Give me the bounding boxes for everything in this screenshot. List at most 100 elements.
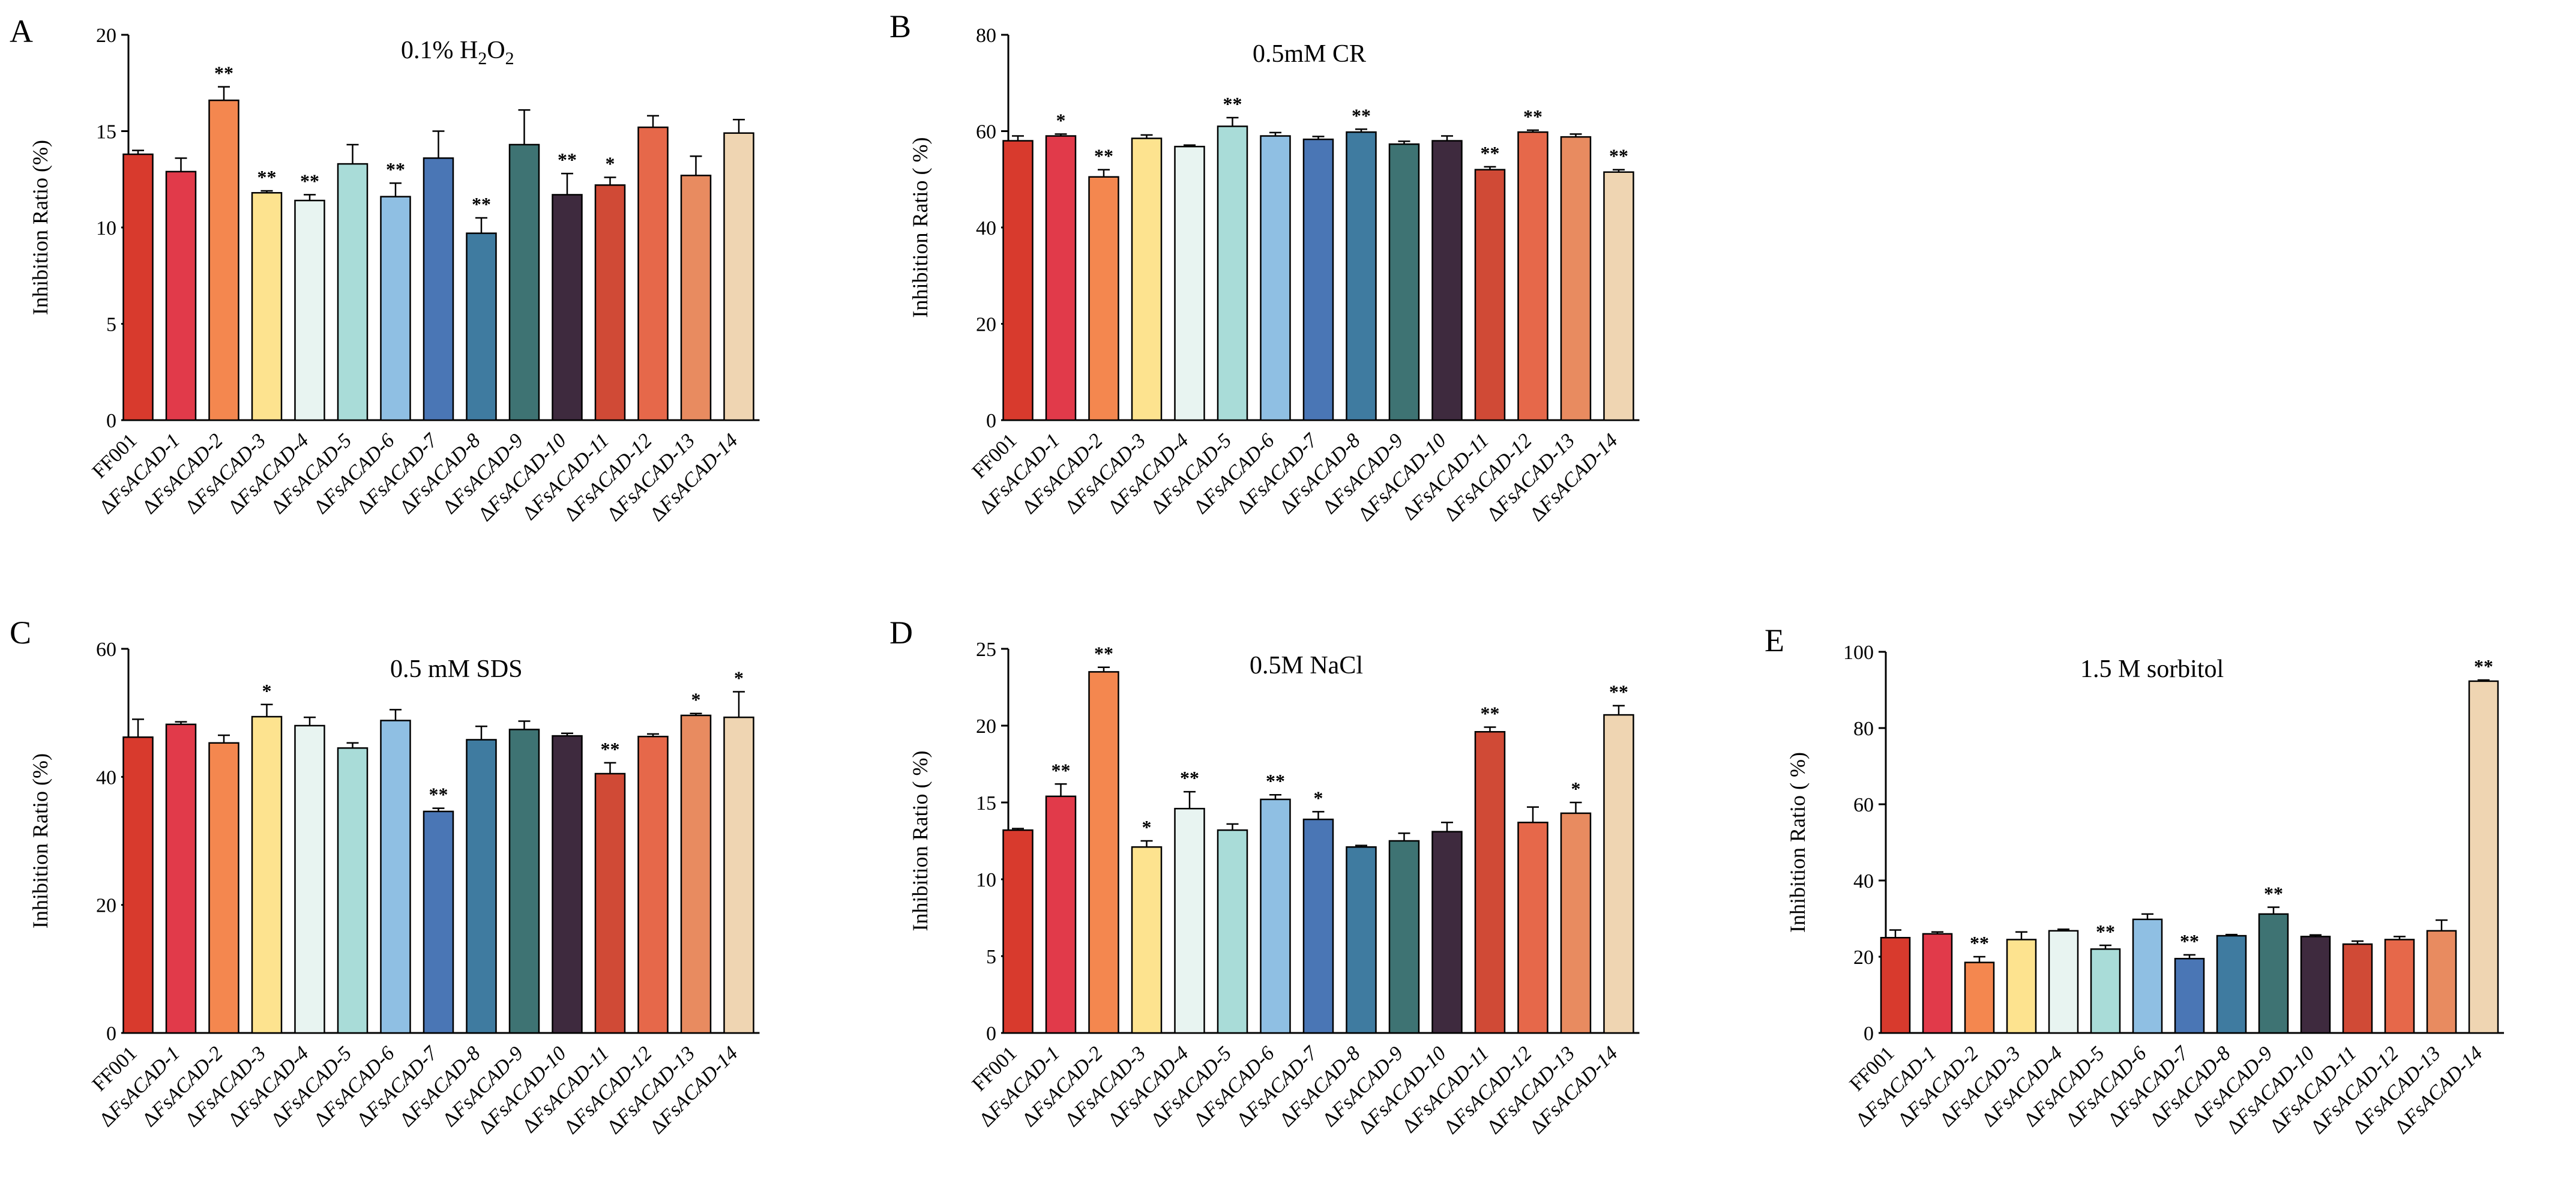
- significance-marker: *: [691, 689, 701, 711]
- panel-title-c: 0.5 mM SDS: [390, 655, 523, 683]
- bar-acad-3: [1131, 846, 1163, 1034]
- panel-title-d: 0.5M NaCl: [1250, 652, 1363, 679]
- bar-acad-13: [1560, 812, 1592, 1034]
- bar-acad-12: [1517, 131, 1548, 421]
- significance-marker: **: [2264, 882, 2283, 904]
- significance-marker: **: [257, 166, 277, 188]
- bar-acad-7: [423, 157, 454, 421]
- y-tick-label: 60: [976, 121, 996, 143]
- bar-acad-12: [637, 126, 669, 421]
- bar-acad-9: [508, 729, 540, 1034]
- bar-acad-7: [2174, 957, 2205, 1034]
- bar-acad-2: [1088, 176, 1119, 421]
- bar-acad-2: [1964, 962, 1995, 1034]
- significance-marker: **: [1609, 681, 1628, 703]
- significance-marker: **: [1223, 93, 1242, 115]
- bar-acad-4: [294, 199, 325, 421]
- y-tick-label: 40: [976, 217, 996, 239]
- bar-acad-3: [1131, 137, 1163, 421]
- significance-marker: **: [1481, 142, 1500, 164]
- bar-acad-9: [508, 143, 540, 421]
- y-axis-title: Inhibition Ratio ( %): [1786, 752, 1810, 933]
- y-tick-label: 60: [1853, 794, 1874, 816]
- y-axis-title: Inhibition Ratio ( %): [908, 137, 932, 318]
- y-tick-label: 20: [976, 715, 996, 738]
- bar-acad-1: [1045, 135, 1077, 421]
- bar-acad-9: [1388, 840, 1420, 1034]
- bar-acad-10: [552, 194, 583, 421]
- title-a-sub1: 2: [478, 49, 487, 68]
- significance-marker: *: [262, 680, 272, 702]
- significance-marker: **: [472, 193, 491, 215]
- bar-acad-1: [1922, 933, 1953, 1034]
- significance-marker: **: [1523, 106, 1542, 127]
- bar-acad-3: [2006, 939, 2037, 1034]
- bar-acad-8: [466, 232, 497, 421]
- significance-marker: **: [2180, 930, 2199, 952]
- y-tick-label: 15: [96, 121, 116, 143]
- y-tick-label: 80: [1853, 718, 1874, 740]
- y-axis-title: Inhibition Ratio ( %): [908, 751, 932, 932]
- y-tick-label: 40: [96, 766, 116, 789]
- panel-label-d: D: [889, 615, 913, 651]
- y-tick-label: 5: [986, 946, 996, 968]
- bar-acad-13: [1560, 136, 1592, 421]
- bar-ff001: [1880, 937, 1911, 1034]
- bar-acad-6: [1260, 798, 1291, 1034]
- significance-marker: **: [429, 784, 448, 805]
- bar-acad-4: [1174, 807, 1205, 1034]
- y-tick-label: 80: [976, 25, 996, 47]
- significance-marker: **: [1266, 770, 1285, 792]
- y-tick-label: 10: [96, 217, 116, 239]
- bar-acad-13: [680, 714, 712, 1034]
- significance-marker: *: [606, 153, 615, 175]
- panel-title-a: 0.1% H2O2: [401, 37, 514, 68]
- bar-acad-5: [2090, 948, 2121, 1034]
- bar-acad-5: [337, 747, 369, 1034]
- bar-acad-2: [1088, 671, 1119, 1034]
- bar-ff001: [1002, 829, 1034, 1034]
- bar-acad-6: [380, 720, 411, 1034]
- y-axis-title: Inhibition Ratio (%): [28, 753, 52, 929]
- bar-acad-13: [2426, 930, 2457, 1034]
- bar-acad-7: [1302, 138, 1334, 421]
- bar-acad-12: [637, 735, 669, 1034]
- bar-acad-5: [1217, 125, 1248, 421]
- significance-marker: *: [1571, 778, 1581, 799]
- significance-marker: **: [1180, 767, 1199, 789]
- bar-acad-10: [552, 735, 583, 1034]
- significance-marker: *: [734, 667, 744, 688]
- bar-acad-1: [165, 723, 197, 1034]
- bar-acad-6: [380, 196, 411, 421]
- significance-marker: **: [300, 170, 319, 191]
- bar-acad-14: [1603, 171, 1634, 421]
- bar-acad-11: [594, 184, 626, 421]
- bar-acad-10: [1431, 831, 1463, 1034]
- bar-acad-11: [1474, 730, 1506, 1034]
- significance-marker: *: [1056, 109, 1066, 131]
- bar-acad-7: [423, 810, 454, 1034]
- title-a-mid: O: [487, 37, 505, 64]
- bar-acad-1: [1045, 795, 1077, 1034]
- bar-acad-6: [1260, 135, 1291, 421]
- bar-acad-10: [2300, 936, 2331, 1034]
- bar-acad-3: [251, 191, 283, 421]
- bar-acad-13: [680, 175, 712, 421]
- y-tick-label: 100: [1843, 642, 1874, 664]
- bar-acad-14: [1603, 714, 1634, 1034]
- y-tick-label: 0: [986, 1023, 996, 1045]
- significance-marker: **: [1094, 145, 1113, 167]
- significance-marker: *: [1142, 816, 1152, 838]
- bar-acad-2: [208, 742, 239, 1034]
- y-tick-label: 0: [106, 410, 116, 432]
- bar-acad-11: [1474, 169, 1506, 421]
- panel-title-e: 1.5 M sorbitol: [2080, 655, 2224, 683]
- significance-marker: **: [558, 149, 577, 170]
- y-tick-label: 15: [976, 792, 996, 814]
- bar-acad-5: [337, 163, 369, 421]
- panel-label-b: B: [889, 8, 911, 44]
